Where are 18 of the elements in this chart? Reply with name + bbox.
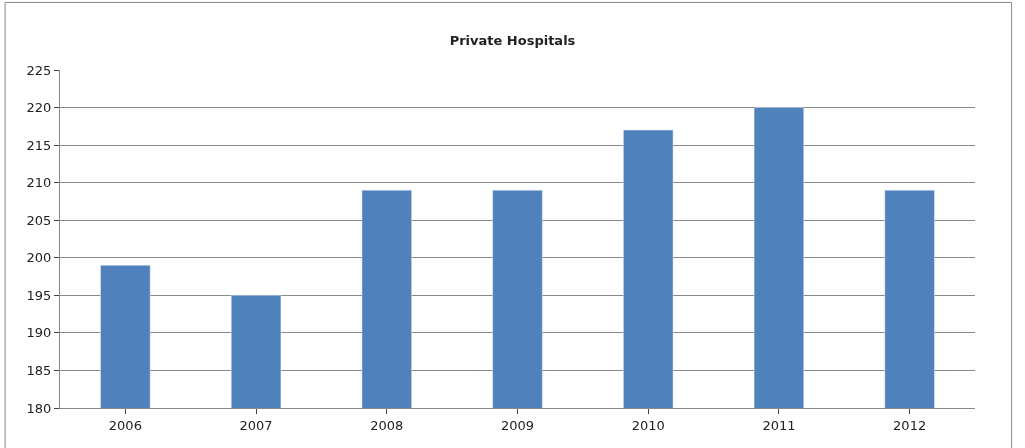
y-tick-label: 225 (26, 62, 52, 78)
x-tick-label: 2008 (370, 417, 404, 433)
chart-title: Private Hospitals (449, 32, 576, 48)
y-tick-label: 220 (26, 100, 52, 116)
y-tick-label: 195 (26, 287, 52, 303)
x-tick-label: 2012 (893, 417, 927, 433)
x-tick-label: 2009 (500, 417, 535, 433)
y-tick-label: 210 (26, 175, 52, 191)
y-tick-label: 190 (26, 325, 52, 341)
y-tick-label: 215 (26, 137, 52, 153)
y-tick-label: 185 (26, 362, 52, 378)
x-tick-label: 2010 (631, 417, 665, 433)
x-tick-label: 2011 (762, 417, 796, 433)
y-tick-label: 200 (26, 250, 52, 266)
x-tick-label: 2006 (108, 417, 142, 433)
x-tick-label: 2007 (239, 417, 273, 433)
y-tick-label: 180 (26, 400, 52, 416)
y-tick-label: 205 (26, 212, 52, 228)
